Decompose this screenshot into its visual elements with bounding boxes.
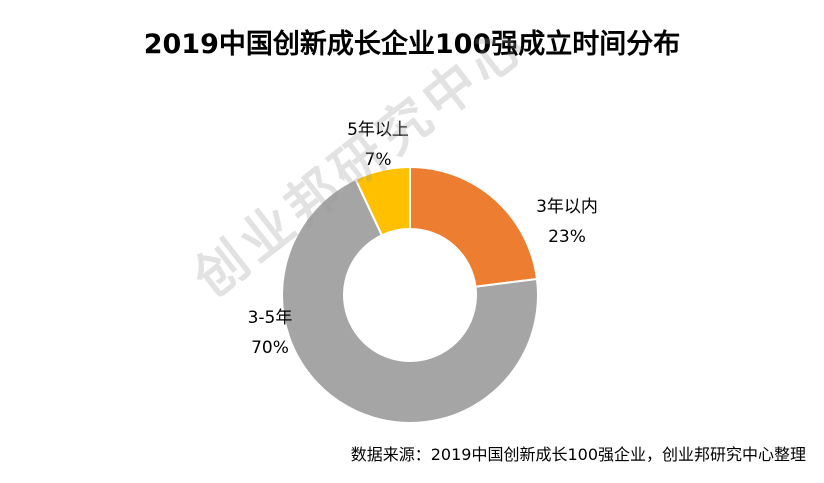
slice-label-3-years-within: 3年以内 23% xyxy=(522,192,612,252)
chart-title: 2019中国创新成长企业100强成立时间分布 xyxy=(143,29,681,60)
slice-label-name: 3-5年 xyxy=(247,308,293,328)
slice-label-name: 5年以上 xyxy=(347,120,409,140)
slice-label-name: 3年以内 xyxy=(536,197,598,217)
donut-slice-2 xyxy=(354,165,411,237)
slice-label-5-years-plus: 5年以上 7% xyxy=(333,115,423,175)
slice-label-value: 23% xyxy=(548,227,586,247)
slice-label-value: 70% xyxy=(251,338,289,358)
donut-slice-1 xyxy=(281,177,539,424)
source-note: 数据来源：2019中国创新成长100强企业，创业邦研究中心整理 xyxy=(350,445,806,464)
donut-slice-0 xyxy=(409,165,539,288)
slice-label-3-5-years: 3-5年 70% xyxy=(230,303,310,363)
slice-label-value: 7% xyxy=(364,150,392,170)
